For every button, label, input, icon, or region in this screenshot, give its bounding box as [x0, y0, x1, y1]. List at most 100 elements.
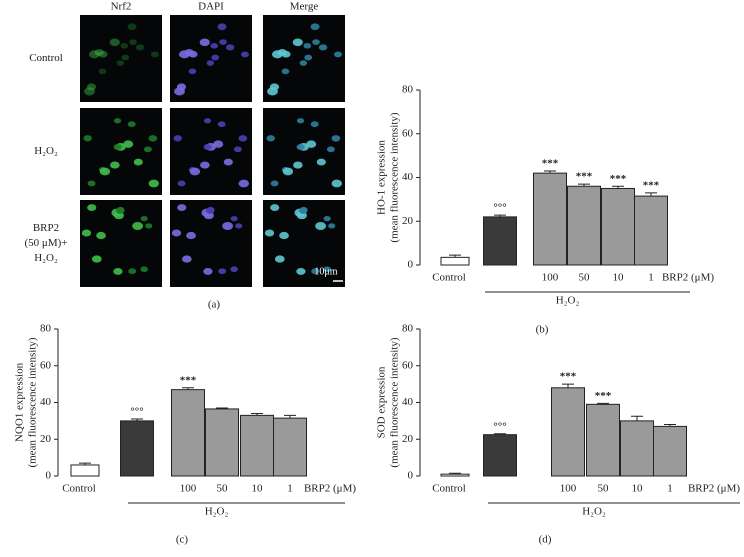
y-tick-label: 80	[40, 323, 52, 335]
nucleus	[298, 207, 308, 214]
nucleus	[127, 23, 137, 31]
nucleus	[115, 207, 125, 214]
y-tick-label: 40	[402, 396, 414, 408]
nucleus	[148, 179, 160, 188]
x-tick-label: 50	[598, 483, 610, 495]
nucleus	[217, 121, 226, 128]
unit-label: BRP2 (μM)	[304, 483, 356, 495]
bar	[634, 195, 668, 266]
row-label: BRP2	[33, 222, 59, 234]
error-bar	[645, 192, 657, 197]
column-label: DAPI	[198, 1, 224, 13]
nucleus	[128, 268, 137, 275]
nucleus	[99, 167, 111, 176]
nucleus	[230, 266, 238, 273]
error-bar	[494, 214, 506, 217]
bar	[586, 403, 620, 477]
nucleus	[206, 60, 215, 66]
column-label: Nrf2	[111, 1, 132, 13]
nucleus	[225, 44, 235, 51]
significance-label: °°°	[493, 202, 506, 214]
error-bar	[494, 433, 506, 435]
nucleus	[94, 49, 104, 56]
nucleus	[200, 161, 210, 169]
nucleus	[323, 215, 331, 222]
y-axis-label: (mean fluorescence intensity)	[389, 112, 401, 242]
nucleus	[174, 87, 185, 96]
nucleus	[311, 268, 320, 275]
nucleus	[177, 180, 186, 187]
nucleus	[219, 39, 227, 45]
nucleus	[266, 135, 275, 142]
nucleus	[145, 223, 153, 229]
y-tick-label: 60	[402, 359, 414, 371]
significance-label: ***	[180, 374, 197, 386]
significance-label: ***	[610, 173, 627, 185]
bar	[601, 187, 635, 266]
nucleus	[235, 223, 243, 229]
error-bar	[562, 383, 574, 388]
bar	[653, 425, 687, 477]
x-tick-label: 1	[667, 483, 673, 495]
y-tick-label: 0	[46, 470, 52, 482]
panel-label: (b)	[536, 324, 549, 336]
nucleus	[83, 135, 92, 142]
nucleus	[218, 268, 227, 275]
error-bar	[612, 185, 624, 189]
bar	[440, 256, 470, 266]
nucleus	[173, 135, 182, 142]
nucleus	[281, 68, 290, 75]
nucleus	[140, 266, 148, 273]
nucleus	[217, 23, 227, 31]
y-tick-label: 40	[40, 396, 52, 408]
nucleus	[120, 42, 129, 49]
nucleus	[81, 229, 92, 237]
nucleus	[331, 135, 341, 142]
y-tick-label: 60	[40, 359, 52, 371]
x-tick-label: Control	[432, 483, 466, 495]
y-tick-label: 0	[408, 470, 414, 482]
x-tick-label: 100	[180, 483, 197, 495]
nucleus	[296, 143, 305, 150]
nucleus	[230, 215, 238, 222]
nucleus	[223, 158, 233, 166]
nucleus	[87, 204, 97, 211]
y-axis-label: (mean fluorescence intensity)	[27, 337, 39, 467]
x-tick-label: Control	[432, 272, 466, 284]
nucleus	[189, 167, 201, 176]
nucleus	[113, 118, 122, 124]
significance-label: ***	[595, 390, 612, 402]
error-bar	[597, 402, 609, 405]
nucleus	[127, 121, 136, 128]
unit-label: BRP2 (μM)	[688, 483, 740, 495]
nucleus	[87, 180, 96, 187]
row-label: (50 μM)+	[25, 237, 68, 249]
micrograph	[80, 15, 162, 102]
bar	[620, 420, 654, 477]
error-bar	[578, 183, 590, 187]
significance-label: ***	[560, 371, 577, 383]
group-label: H₂O₂	[556, 295, 580, 307]
error-bar	[131, 418, 143, 421]
nucleus	[222, 221, 234, 231]
row-label: H₂O₂	[34, 252, 58, 264]
nucleus	[274, 255, 285, 263]
nucleus	[315, 221, 327, 231]
error-bar	[664, 424, 676, 427]
nucleus	[312, 39, 320, 45]
nucleus	[135, 44, 145, 51]
nucleus	[310, 121, 319, 128]
error-bar	[79, 462, 91, 465]
nucleus	[292, 38, 303, 47]
panel-label: (a)	[208, 299, 221, 311]
nucleus	[264, 229, 275, 237]
nucleus	[113, 267, 123, 275]
nucleus	[171, 229, 182, 237]
nucleus	[296, 118, 305, 124]
nucleus	[241, 51, 249, 58]
unit-label: BRP2 (μM)	[662, 272, 714, 284]
error-bar	[216, 407, 228, 409]
x-tick-label: 1	[648, 272, 654, 284]
nucleus	[140, 215, 148, 222]
bar	[440, 473, 470, 477]
